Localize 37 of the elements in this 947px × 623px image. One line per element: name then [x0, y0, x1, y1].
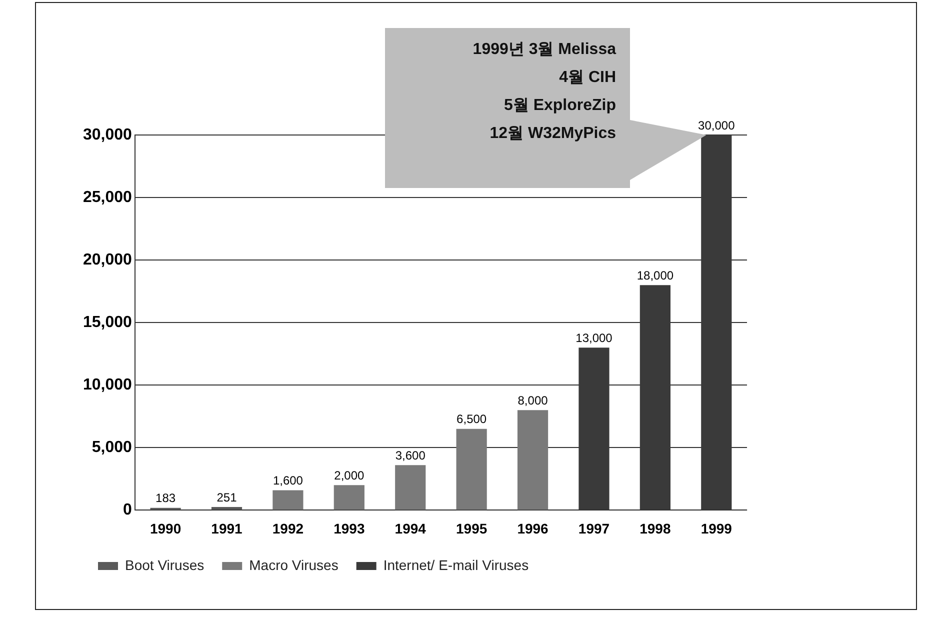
bar [395, 465, 426, 510]
data-label: 3,600 [395, 448, 426, 462]
y-tick-label: 20,000 [83, 251, 132, 268]
y-tick-label: 10,000 [83, 376, 132, 394]
x-tick-label: 1996 [517, 520, 549, 536]
y-tick-label: 25,000 [83, 188, 132, 206]
data-label: 1,600 [272, 474, 304, 488]
x-tick-label: 1997 [578, 520, 610, 536]
legend-label: Boot Viruses [125, 556, 204, 573]
x-tick-label: 1992 [272, 520, 304, 536]
x-tick-label: 1991 [211, 520, 243, 536]
data-label: 2,000 [334, 468, 364, 482]
x-tick-label: 1994 [394, 520, 426, 536]
x-tick-label: 1995 [456, 520, 488, 536]
data-label: 18,000 [636, 268, 674, 282]
data-label: 13,000 [576, 330, 613, 345]
y-tick-label: 15,000 [83, 314, 132, 332]
data-label: 6,500 [456, 412, 487, 426]
y-tick-label: 5,000 [92, 439, 132, 456]
bar [272, 490, 304, 510]
x-tick-label: 1998 [640, 520, 671, 536]
bar [211, 507, 242, 510]
bar [334, 485, 364, 510]
bar [456, 428, 487, 510]
x-tick-label: 1993 [334, 520, 365, 536]
legend-label: Macro Viruses [249, 556, 338, 573]
y-tick-label: 30,000 [83, 126, 132, 144]
data-label: 251 [216, 490, 238, 504]
legend-label: Internet/ E-mail Viruses [383, 556, 529, 573]
data-label: 183 [156, 491, 176, 506]
data-label: 8,000 [518, 393, 548, 408]
x-tick-label: 1999 [700, 520, 732, 536]
data-label: 30,000 [698, 118, 736, 132]
y-tick-label: 0 [123, 502, 132, 519]
x-tick-label: 1990 [150, 520, 182, 536]
bar [517, 410, 548, 510]
annotation: 12월 W32MyPics [488, 124, 617, 144]
